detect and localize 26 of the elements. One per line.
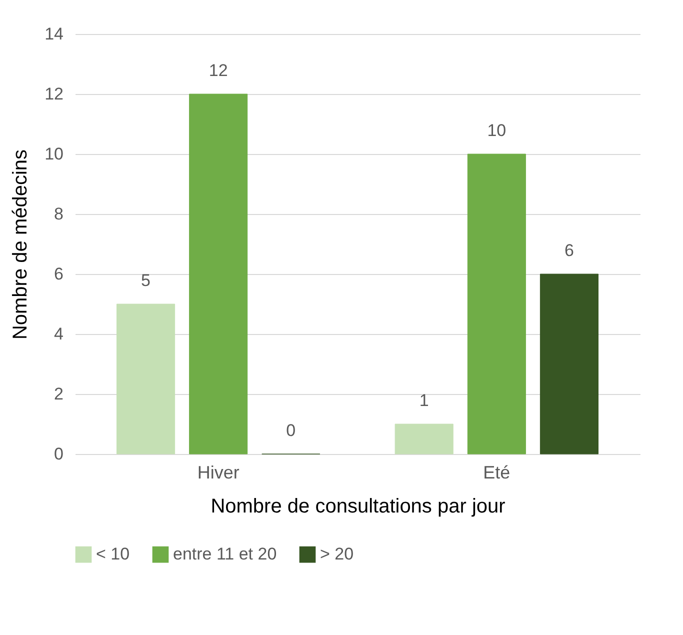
data-label: 0 [286,421,296,440]
bar [189,94,248,454]
y-tick-label: 10 [44,144,64,164]
x-tick-label: Eté [483,462,510,482]
data-label: 10 [487,121,506,140]
data-label: 12 [208,61,228,80]
y-tick-label: 0 [54,444,64,464]
data-label: 1 [419,391,429,410]
x-tick-label: Hiver [197,462,240,482]
y-tick-label: 4 [54,324,64,344]
legend-label: entre 11 et 20 [173,544,277,564]
data-label: 5 [141,271,151,290]
y-tick-label: 12 [44,84,64,104]
bar [540,274,598,454]
y-tick-label: 8 [54,204,64,224]
data-label: 6 [564,241,574,260]
bar [467,154,526,454]
y-tick-label: 2 [54,384,64,404]
legend-label: < 10 [96,544,130,564]
legend-label: > 20 [320,544,354,564]
bar [394,424,454,454]
y-axis-title: Nombre de médecins [10,149,32,340]
x-axis-title: Nombre de consultations par jour [210,496,506,518]
y-tick-label: 6 [54,264,64,284]
y-tick-label: 14 [44,24,64,44]
bar [116,304,176,454]
